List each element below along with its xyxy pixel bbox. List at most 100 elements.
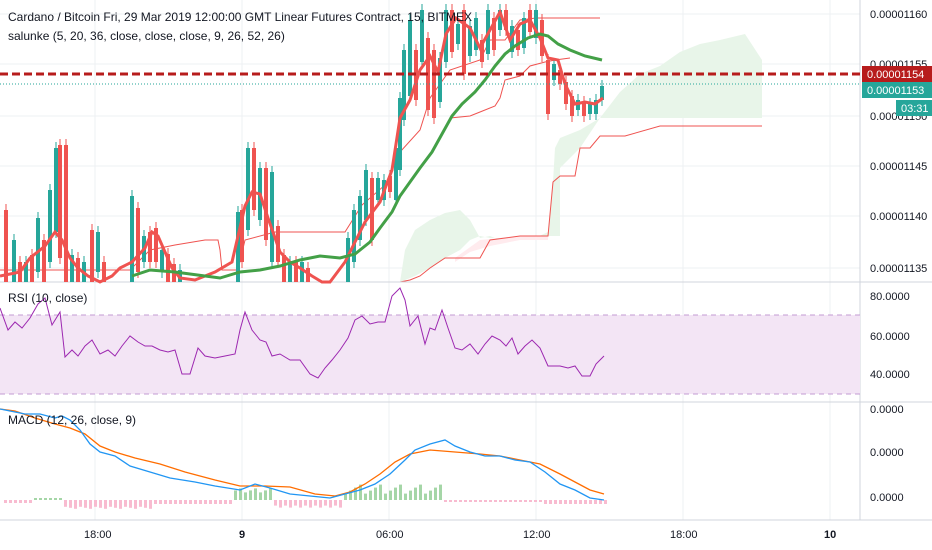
macd-bar [509,500,512,502]
rsi-tick: 80.0000 [870,291,910,303]
macd-bar [334,500,337,506]
macd-bar [469,500,472,502]
macd-bar [489,500,492,502]
macd-bar [159,500,162,504]
chart-title[interactable]: Cardano / Bitcoin Fri, 29 Mar 2019 12:00… [8,10,472,24]
macd-bar [434,487,437,500]
macd-bar [394,487,397,500]
rsi-axis: 80.0000 60.0000 40.0000 [870,291,910,381]
macd-bar [449,500,452,502]
candle-body [42,240,46,282]
candle-body [582,102,586,116]
macd-bar [184,500,187,504]
candle-body [546,60,550,114]
macd-bar [314,500,317,506]
candle-body [24,262,28,282]
candle-body [462,10,466,74]
macd-bar [344,493,347,500]
time-tick: 9 [239,529,245,541]
macd-bar [144,500,147,508]
macd-bar [454,500,457,502]
macd-bar [34,498,37,500]
macd-bar [419,484,422,500]
candle-body [148,232,152,262]
macd-bar [474,500,477,502]
macd-bar [49,498,52,500]
macd-bar [134,500,137,509]
indicator-legend[interactable]: salunke (5, 20, 36, close, close, close,… [8,29,285,43]
macd-bar [279,500,282,508]
macd-bar [564,500,567,504]
candle-body [236,212,240,282]
macd-bar [29,500,32,503]
macd-bar [89,500,92,509]
candle-body [96,232,100,272]
macd-bar [604,500,607,504]
candle-body [364,170,368,220]
macd-tick: 0.0000 [870,447,904,459]
red-moving-average [0,8,604,284]
price-tick: 0.00001135 [870,263,927,275]
macd-bar [364,493,367,500]
macd-bar [369,490,372,500]
macd-bar [284,500,287,506]
macd-bar [219,500,222,504]
macd-bar [504,500,507,502]
candle-body [294,262,298,282]
macd-bar [354,487,357,500]
macd-bar [444,500,447,502]
candle-body [540,20,544,56]
candle-body [522,18,526,48]
macd-bar [254,488,257,500]
candle-body [270,172,274,262]
macd-bar [84,500,87,508]
candle-body [408,20,412,96]
grid-lines [0,0,860,520]
macd-bar [329,500,332,508]
macd-legend[interactable]: MACD (12, 26, close, 9) [8,413,136,427]
price-axis: 0.00001160 0.00001155 0.00001150 0.00001… [870,9,927,275]
candle-body [130,196,134,282]
candle-body [136,208,140,272]
macd-bar [479,500,482,502]
price-marker-teal: 0.00001153 [862,82,932,98]
macd-bar [74,500,77,509]
macd-bar [59,498,62,500]
macd-bar [299,500,302,508]
macd-bar [94,500,97,507]
macd-bar [584,500,587,504]
candle-body [398,98,402,170]
macd-bar [429,490,432,500]
macd-bar [569,500,572,504]
candle-body [468,26,472,56]
macd-bar [149,500,152,509]
macd-bar [409,490,412,500]
time-tick: 06:00 [376,529,404,541]
candle-body [288,262,292,282]
rsi-legend[interactable]: RSI (10, close) [8,291,87,305]
macd-bar [239,488,242,500]
macd-bar [539,500,542,502]
candle-body [12,240,16,282]
candle-body [246,148,250,230]
macd-bar [459,500,462,502]
macd-bar [9,500,12,503]
candle-body [300,262,304,282]
macd-bar [124,500,127,507]
macd-bar [169,500,172,504]
candle-body [534,10,538,38]
macd-bar [349,490,352,500]
rsi-tick: 40.0000 [870,369,910,381]
candle-body [70,255,74,282]
candle-body [102,262,106,282]
macd-tick: 0.0000 [870,492,904,504]
candle-body [166,254,170,282]
macd-bar [274,500,277,506]
macd-axis: 0.0000 0.0000 0.0000 [870,404,904,504]
macd-bar [494,500,497,502]
macd-bar [519,500,522,502]
candle-body [282,255,286,282]
candle-body [346,238,350,282]
macd-bar [209,500,212,504]
